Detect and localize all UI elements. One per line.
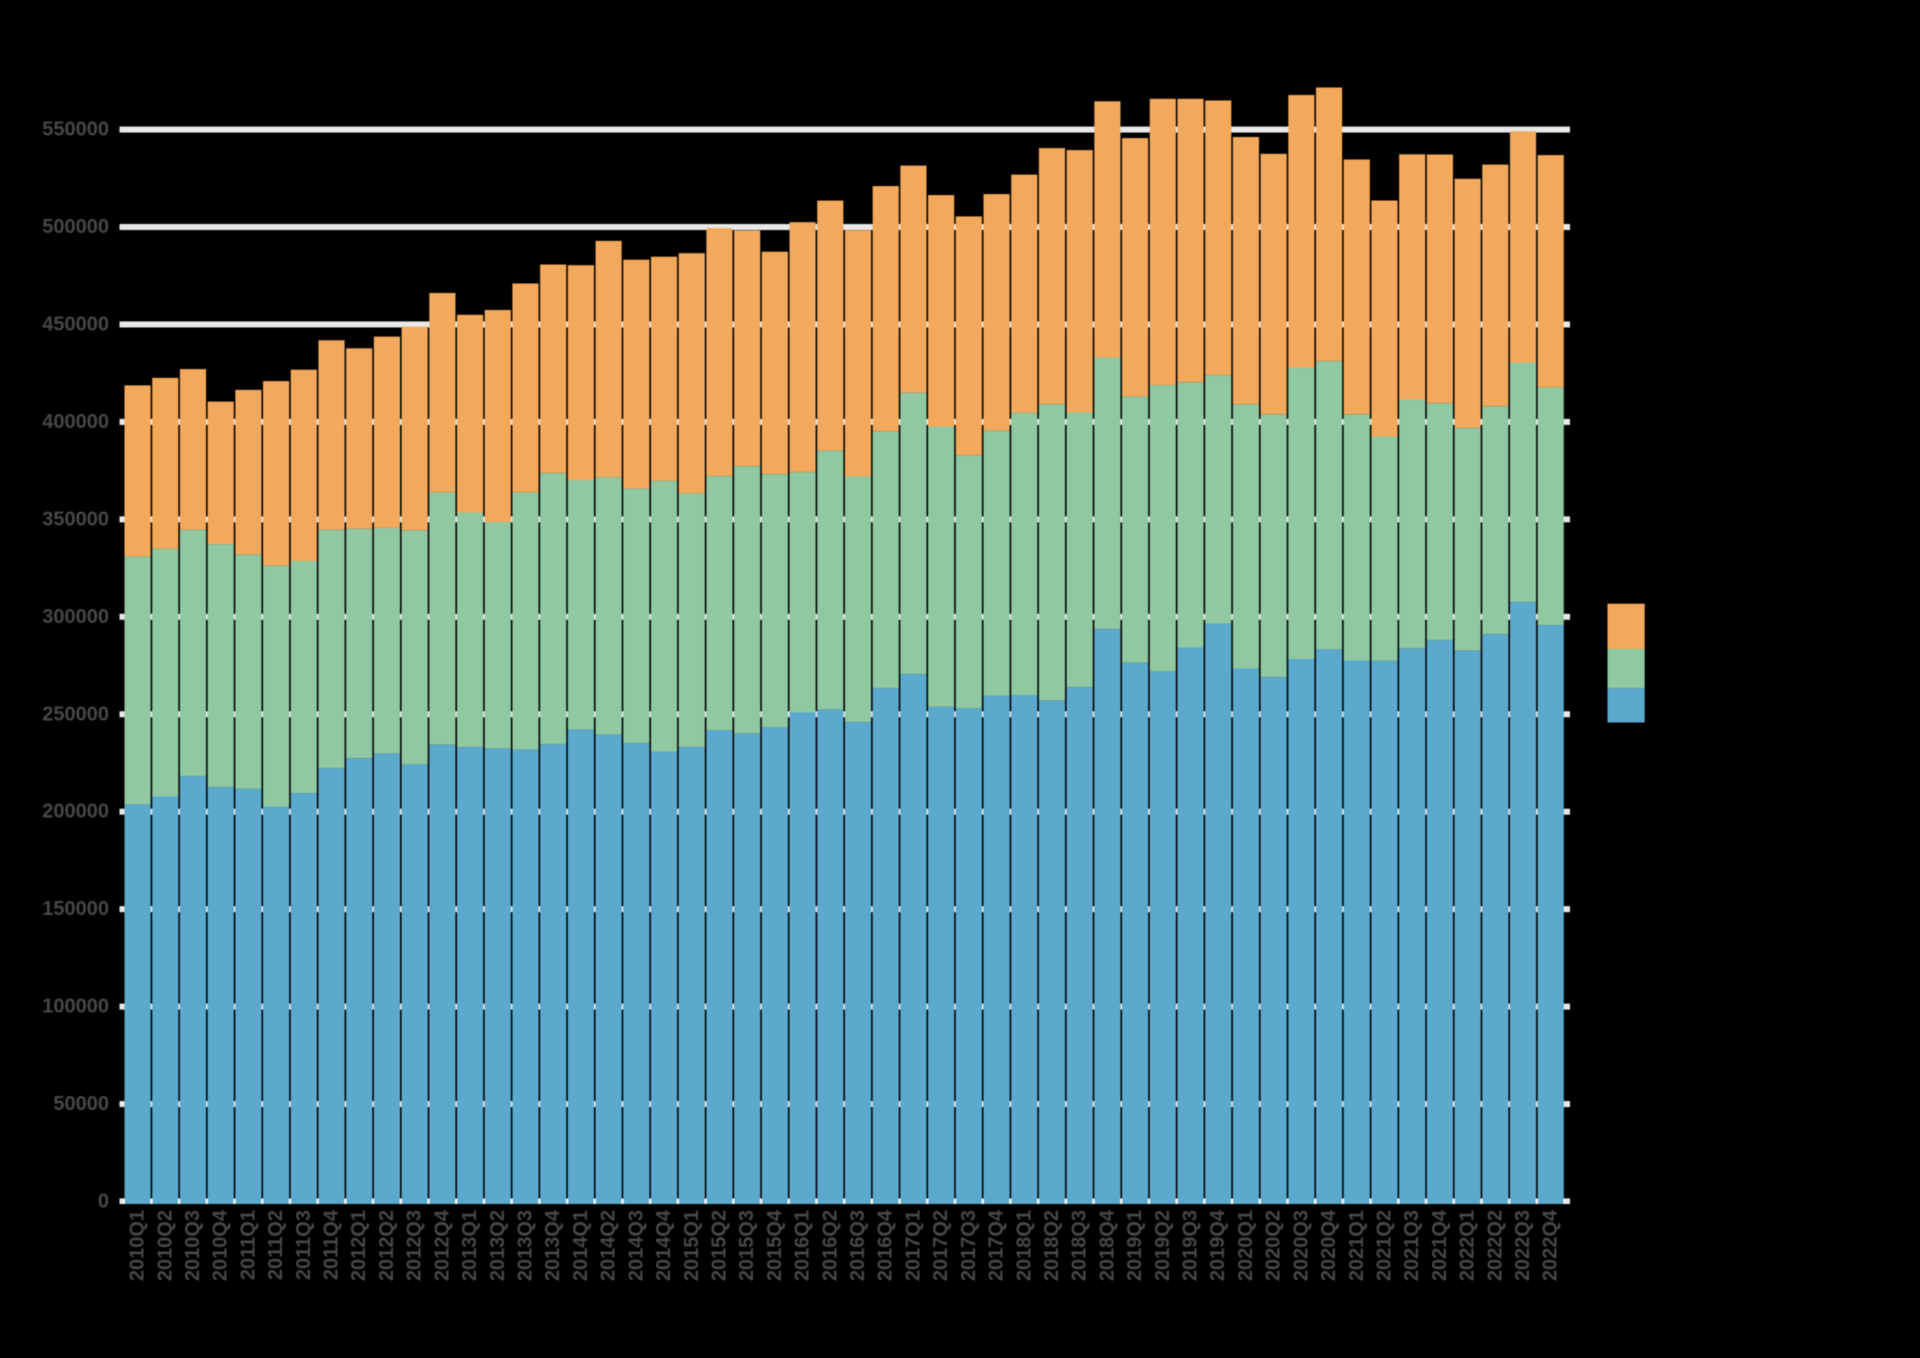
svg-text:2018Q2: 2018Q2	[1041, 1210, 1063, 1281]
svg-text:2018Q1: 2018Q1	[1013, 1210, 1035, 1281]
svg-text:2021Q1: 2021Q1	[1346, 1210, 1368, 1281]
svg-text:2010Q2: 2010Q2	[154, 1210, 176, 1281]
svg-text:2022Q2: 2022Q2	[1484, 1210, 1506, 1281]
svg-text:2012Q1: 2012Q1	[348, 1210, 370, 1281]
svg-text:2017Q3: 2017Q3	[958, 1210, 980, 1281]
svg-text:2020Q1: 2020Q1	[1235, 1210, 1257, 1281]
svg-text:2019Q1: 2019Q1	[1124, 1210, 1146, 1281]
svg-text:2011Q3: 2011Q3	[293, 1210, 315, 1280]
svg-text:2015Q3: 2015Q3	[736, 1210, 758, 1281]
svg-text:2013Q3: 2013Q3	[514, 1210, 536, 1281]
svg-text:250000: 250000	[42, 703, 109, 725]
svg-text:550000: 550000	[42, 119, 109, 141]
svg-text:2015Q4: 2015Q4	[764, 1209, 786, 1281]
svg-text:500000: 500000	[42, 216, 109, 238]
svg-text:2016Q2: 2016Q2	[819, 1210, 841, 1281]
svg-text:2011Q1: 2011Q1	[237, 1210, 259, 1280]
svg-text:2017Q1: 2017Q1	[902, 1210, 924, 1281]
svg-text:0: 0	[98, 1191, 109, 1213]
svg-text:2022Q1: 2022Q1	[1457, 1210, 1479, 1281]
svg-text:2017Q4: 2017Q4	[986, 1209, 1008, 1281]
svg-text:2020Q2: 2020Q2	[1263, 1210, 1285, 1281]
svg-text:2017Q2: 2017Q2	[930, 1210, 952, 1281]
svg-text:2012Q4: 2012Q4	[431, 1209, 453, 1281]
svg-text:2021Q4: 2021Q4	[1429, 1209, 1451, 1281]
svg-text:450000: 450000	[42, 313, 109, 335]
svg-text:2018Q3: 2018Q3	[1069, 1210, 1091, 1281]
svg-text:2018Q4: 2018Q4	[1096, 1209, 1118, 1281]
svg-text:2016Q1: 2016Q1	[792, 1210, 814, 1281]
svg-text:2015Q1: 2015Q1	[681, 1210, 703, 1281]
svg-text:2016Q4: 2016Q4	[875, 1209, 897, 1281]
svg-text:2010Q1: 2010Q1	[127, 1210, 149, 1281]
svg-text:300000: 300000	[42, 606, 109, 628]
svg-text:2012Q3: 2012Q3	[404, 1210, 426, 1281]
svg-text:2014Q2: 2014Q2	[598, 1210, 620, 1281]
svg-text:2020Q4: 2020Q4	[1318, 1209, 1340, 1281]
svg-text:2013Q1: 2013Q1	[459, 1210, 481, 1281]
svg-text:2021Q3: 2021Q3	[1401, 1210, 1423, 1281]
svg-text:2016Q3: 2016Q3	[847, 1210, 869, 1281]
svg-text:2013Q4: 2013Q4	[542, 1209, 564, 1281]
svg-text:2019Q3: 2019Q3	[1180, 1210, 1202, 1281]
svg-text:2010Q4: 2010Q4	[210, 1209, 232, 1281]
svg-text:2012Q2: 2012Q2	[376, 1210, 398, 1281]
svg-text:350000: 350000	[42, 508, 109, 530]
svg-text:2011Q2: 2011Q2	[265, 1210, 287, 1280]
svg-text:50000: 50000	[53, 1093, 109, 1115]
svg-text:2014Q4: 2014Q4	[653, 1209, 675, 1281]
svg-text:2019Q4: 2019Q4	[1207, 1209, 1229, 1281]
svg-text:150000: 150000	[42, 898, 109, 920]
svg-text:2015Q2: 2015Q2	[708, 1210, 730, 1281]
svg-text:2022Q4: 2022Q4	[1540, 1209, 1562, 1281]
svg-text:2022Q3: 2022Q3	[1512, 1210, 1534, 1281]
svg-text:2013Q2: 2013Q2	[487, 1210, 509, 1281]
svg-text:2020Q3: 2020Q3	[1290, 1210, 1312, 1281]
svg-text:2011Q4: 2011Q4	[321, 1209, 343, 1280]
svg-text:2019Q2: 2019Q2	[1152, 1210, 1174, 1281]
svg-text:2010Q3: 2010Q3	[182, 1210, 204, 1281]
svg-text:2014Q1: 2014Q1	[570, 1210, 592, 1281]
svg-text:100000: 100000	[42, 996, 109, 1018]
svg-text:400000: 400000	[42, 411, 109, 433]
svg-text:2014Q3: 2014Q3	[625, 1210, 647, 1281]
svg-text:2021Q2: 2021Q2	[1373, 1210, 1395, 1281]
svg-text:200000: 200000	[42, 801, 109, 823]
